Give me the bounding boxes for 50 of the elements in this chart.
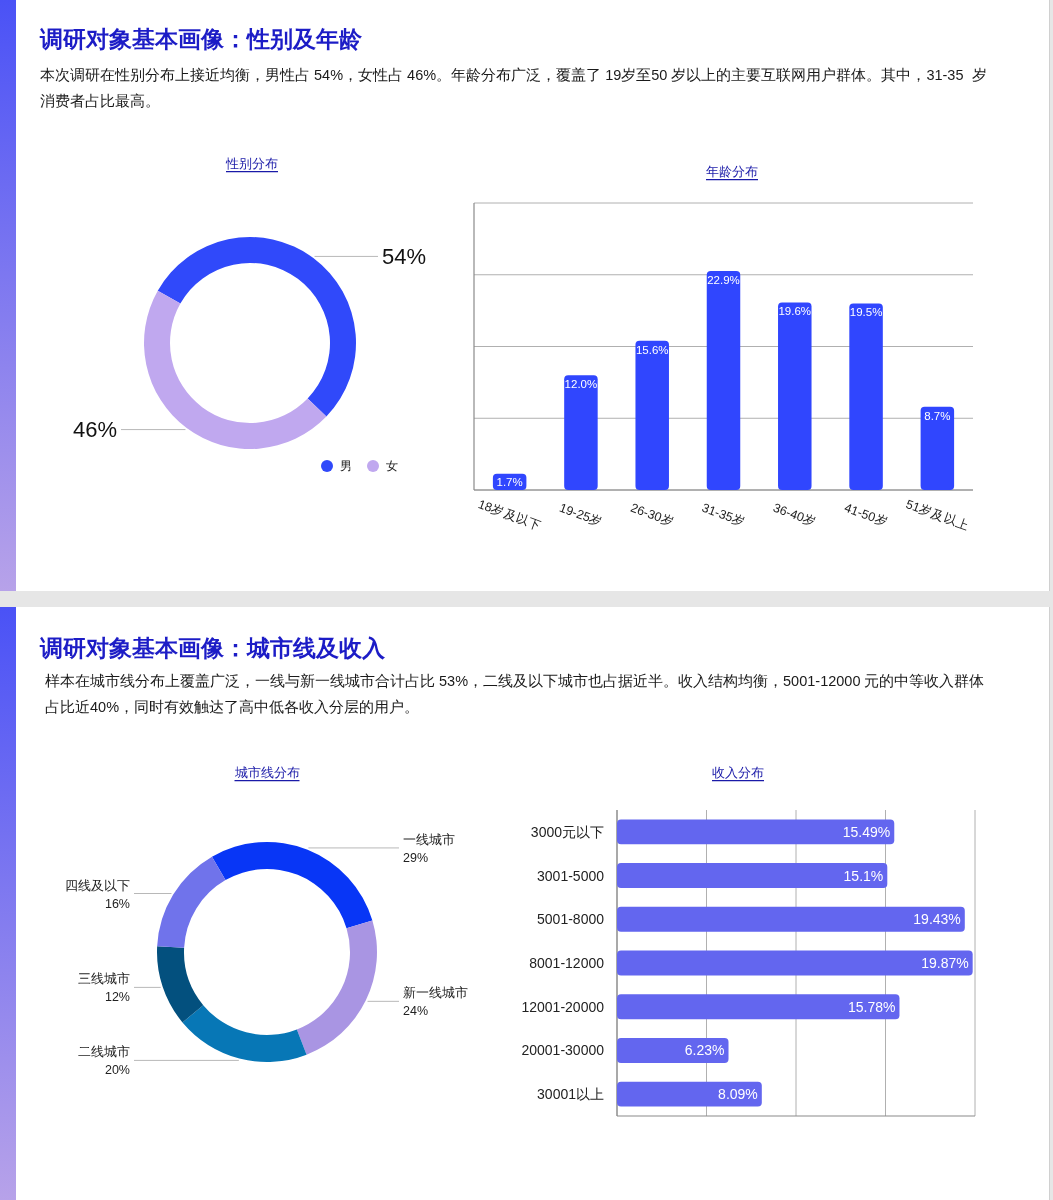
legend-label: 男 <box>340 459 352 473</box>
data-label: 46% <box>72 417 117 443</box>
x-tick-label: 51岁及以上 <box>904 497 971 533</box>
text: 调研对象基本画像：城市线及收入 <box>40 634 385 663</box>
slice-label: 三线城市 <box>78 972 130 987</box>
y-tick-label: 3001-5000 <box>537 867 605 884</box>
data-label: 19.5% <box>849 306 883 319</box>
x-tick-label: 26-30岁 <box>628 500 676 530</box>
text: 本次调研在性别分布上接近均衡，男性占 54%，女性占 46%。年龄分布广泛，覆盖了 19岁至50 岁以上的主要互联网用户群体。其中，31-35 岁消费者占比最高。 <box>40 66 988 111</box>
chart-title: 收入分布 <box>712 766 764 780</box>
y-tick-label: 3000元以下 <box>530 823 604 840</box>
data-label: 15.49% <box>842 823 891 840</box>
slice-label: 二线城市 <box>78 1045 130 1060</box>
data-label: 6.23% <box>684 1042 725 1059</box>
data-label: 15.1% <box>843 867 884 884</box>
data-label: 22.9% <box>707 273 740 286</box>
data-label: 24% <box>403 1004 429 1019</box>
x-tick-label: 31-35岁 <box>699 500 748 530</box>
data-label: 54% <box>382 243 427 269</box>
data-label: 8.09% <box>718 1086 758 1103</box>
data-label: 12.0% <box>564 378 598 391</box>
x-tick-label: 18岁及以下 <box>476 497 543 533</box>
x-tick-label: 36-40岁 <box>771 500 819 530</box>
data-label: 16% <box>104 896 130 911</box>
text: 样本在城市线分布上覆盖广泛，一线与新一线城市合计占比 53%，二线及以下城市也占据近半。收入结构均衡，5001-12000 元的中等收入群体占比近40%，同时有效触达了高中低各收入分层的用户。 <box>45 672 986 717</box>
text: 调研对象基本画像：性别及年龄 <box>40 25 362 54</box>
data-label: 29% <box>403 850 429 865</box>
legend-label: 女 <box>386 459 398 473</box>
y-tick-label: 5001-8000 <box>537 911 605 928</box>
x-tick-label: 41-50岁 <box>842 500 890 530</box>
y-tick-label: 20001-30000 <box>521 1042 605 1059</box>
data-label: 15.6% <box>635 343 669 356</box>
chart-title: 城市线分布 <box>233 766 300 780</box>
data-label: 12% <box>104 990 130 1005</box>
slice-label: 一线城市 <box>403 832 455 847</box>
slice-label: 新一线城市 <box>403 986 468 1001</box>
y-tick-label: 8001-12000 <box>529 955 605 971</box>
y-tick-label: 12001-20000 <box>521 998 605 1015</box>
chart-title: 性别分布 <box>225 157 278 171</box>
data-label: 15.78% <box>847 998 896 1015</box>
x-tick-label: 19-25岁 <box>557 500 605 530</box>
data-label: 20% <box>104 1063 130 1078</box>
data-label: 19.43% <box>913 911 961 928</box>
slice-label: 四线及以下 <box>65 878 130 893</box>
y-tick-label: 30001以上 <box>537 1086 604 1103</box>
data-label: 19.87% <box>921 955 969 971</box>
data-label: 8.7% <box>924 409 951 422</box>
data-label: 19.6% <box>778 305 812 318</box>
chart-title: 年龄分布 <box>706 165 758 179</box>
data-label: 1.7% <box>496 475 523 488</box>
